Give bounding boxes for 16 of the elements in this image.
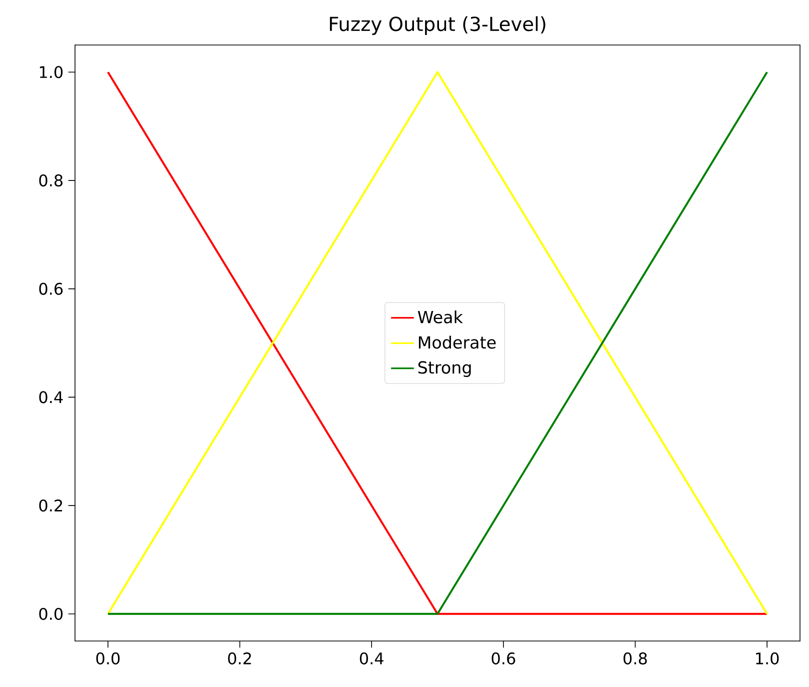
x-tick-label: 0.6 [492,652,516,664]
y-tick-label: 0.4 [39,391,63,404]
legend-label: Weak [418,310,463,324]
y-tick-label: 0.8 [39,174,63,187]
y-tick-label: 0.0 [39,608,63,620]
legend-label: Strong [418,361,471,377]
x-tick-label: 0.4 [360,652,384,664]
x-tick-label: 0.8 [624,652,647,664]
legend-label: Moderate [418,336,496,349]
chart-title: Fuzzy Output (3-Level) [330,16,546,35]
x-tick-label: 0.0 [96,652,120,664]
x-tick-label: 0.2 [228,652,251,664]
y-tick-label: 1.0 [40,66,63,78]
y-tick-label: 0.2 [39,499,62,512]
x-tick-label: 1.0 [756,652,779,664]
y-tick-label: 0.6 [39,282,63,295]
